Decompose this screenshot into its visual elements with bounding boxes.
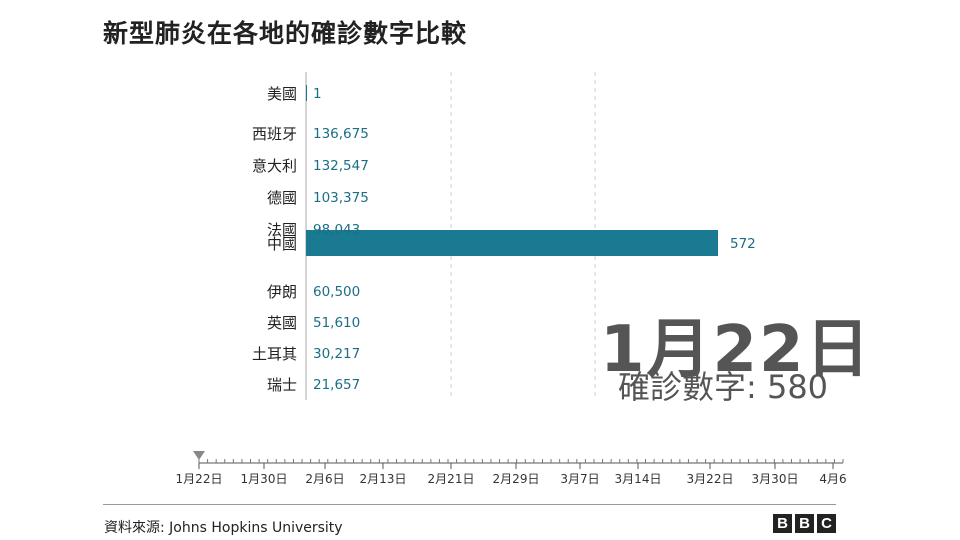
bars	[306, 85, 718, 256]
value-label: 21,657	[313, 377, 360, 393]
value-label: 572	[730, 236, 756, 252]
value-label: 51,610	[313, 315, 360, 331]
total-cases: 確診數字: 580	[618, 368, 829, 406]
timeline-tick-label: 2月6日	[305, 472, 344, 486]
bar	[306, 85, 307, 101]
timeline-marker	[193, 451, 205, 460]
country-label: 西班牙	[252, 125, 297, 143]
value-label: 1	[313, 86, 322, 102]
bar	[306, 230, 718, 256]
timeline-tick-label: 3月22日	[687, 472, 734, 486]
timeline-tick-label: 3月14日	[615, 472, 662, 486]
value-label: 136,675	[313, 126, 369, 142]
current-date: 1月22日	[600, 313, 872, 387]
value-label: 30,217	[313, 346, 360, 362]
country-labels: 美國 1 西班牙 136,675 意大利 132,547 德國 103,375 法國 98,043…	[252, 85, 756, 394]
country-label: 土耳其	[252, 345, 297, 363]
timeline-tick-label: 1月30日	[241, 472, 288, 486]
logo-letter: C	[817, 514, 836, 533]
timeline-tick-label: 4月6	[819, 472, 846, 486]
timeline-tick-label: 2月21日	[428, 472, 475, 486]
country-label: 瑞士	[267, 376, 297, 394]
timeline-tick-label: 2月29日	[493, 472, 540, 486]
bbc-logo: B B C	[773, 514, 836, 533]
footer-divider	[103, 504, 836, 505]
logo-letter: B	[795, 514, 814, 533]
timeline-tick-label: 2月13日	[360, 472, 407, 486]
country-label: 伊朗	[267, 283, 297, 301]
timeline-tick-label: 3月30日	[752, 472, 799, 486]
country-label: 德國	[267, 189, 297, 207]
timeline-tick-label: 1月22日	[176, 472, 223, 486]
value-label: 98,043	[313, 222, 360, 238]
timeline: 1月22日 1月30日 2月6日 2月13日 2月21日 2月29日 3月7日 3月14日 3月…	[176, 451, 847, 486]
country-label: 中國	[267, 235, 297, 253]
value-label: 103,375	[313, 190, 369, 206]
source-note: 資料來源: Johns Hopkins University	[104, 520, 343, 536]
chart-title: 新型肺炎在各地的確診數字比較	[103, 19, 468, 48]
logo-letter: B	[773, 514, 792, 533]
country-label: 法國	[267, 221, 297, 239]
timeline-tick-label: 3月7日	[560, 472, 599, 486]
country-label: 美國	[267, 85, 297, 103]
value-label: 60,500	[313, 284, 360, 300]
value-label: 132,547	[313, 158, 369, 174]
country-label: 意大利	[252, 157, 297, 175]
country-label: 英國	[267, 314, 297, 332]
